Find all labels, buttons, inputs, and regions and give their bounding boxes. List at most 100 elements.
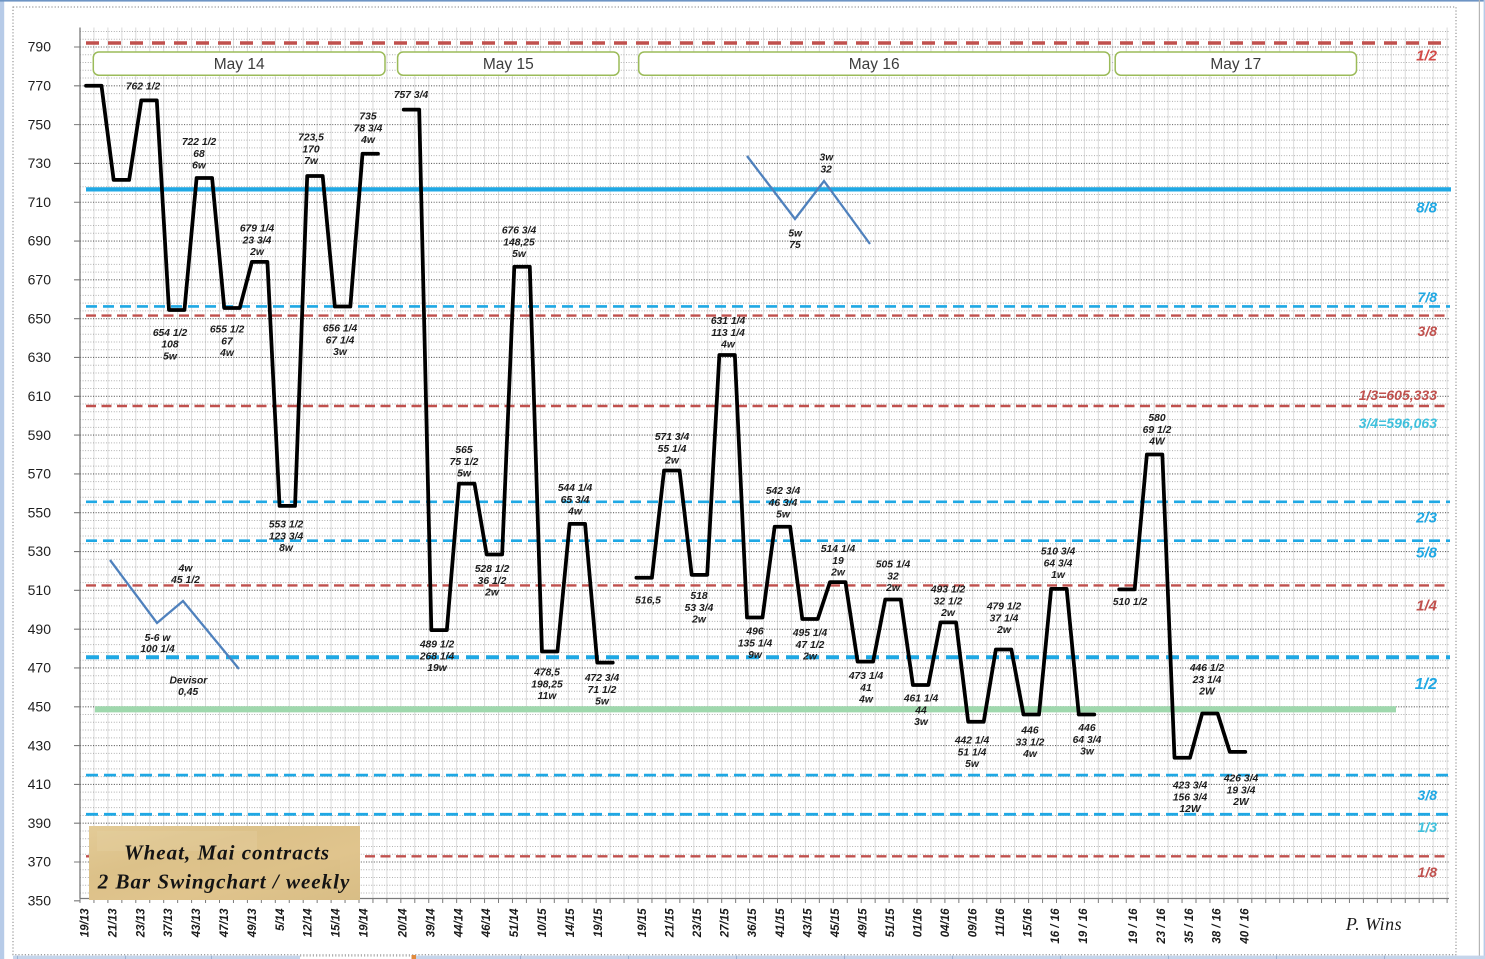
svg-text:2/3: 2/3 (1415, 509, 1438, 526)
svg-text:514 1/4: 514 1/4 (821, 544, 856, 555)
svg-text:570: 570 (28, 466, 52, 482)
svg-text:670: 670 (28, 272, 52, 288)
svg-text:23 / 16: 23 / 16 (1156, 908, 1168, 945)
svg-text:528 1/2: 528 1/2 (475, 564, 510, 575)
svg-text:450: 450 (28, 699, 52, 715)
svg-text:46/14: 46/14 (481, 908, 493, 938)
svg-text:4w: 4w (360, 135, 376, 146)
svg-text:23/13: 23/13 (135, 908, 147, 938)
svg-text:2w: 2w (249, 247, 265, 258)
svg-text:3w: 3w (1080, 747, 1095, 758)
svg-text:518: 518 (690, 591, 707, 602)
svg-text:790: 790 (28, 39, 52, 55)
svg-text:P. Wins: P. Wins (1345, 914, 1402, 934)
svg-text:478,5: 478,5 (533, 668, 560, 679)
svg-text:654 1/2: 654 1/2 (153, 328, 188, 339)
svg-text:553 1/2: 553 1/2 (269, 520, 304, 531)
svg-text:64 3/4: 64 3/4 (1073, 735, 1102, 746)
svg-text:350: 350 (28, 893, 52, 909)
svg-text:505 1/4: 505 1/4 (876, 560, 911, 571)
svg-text:Wheat, Mai contracts: Wheat, Mai contracts (124, 841, 330, 865)
svg-text:7w: 7w (304, 156, 319, 167)
svg-text:730: 730 (28, 155, 52, 171)
svg-text:75 1/2: 75 1/2 (450, 457, 479, 468)
svg-text:1/4: 1/4 (1416, 597, 1438, 614)
svg-text:590: 590 (28, 427, 52, 443)
svg-text:78 3/4: 78 3/4 (354, 123, 383, 134)
svg-text:770: 770 (28, 78, 52, 94)
svg-text:690: 690 (28, 233, 52, 249)
svg-text:49/13: 49/13 (247, 908, 259, 938)
svg-text:47 1/2: 47 1/2 (795, 640, 825, 651)
svg-text:01/16: 01/16 (913, 908, 925, 937)
svg-text:36/15: 36/15 (747, 908, 759, 937)
svg-text:473 1/4: 473 1/4 (848, 671, 884, 682)
svg-text:68: 68 (193, 149, 205, 160)
svg-text:51/14: 51/14 (509, 908, 521, 937)
svg-text:9w: 9w (748, 650, 763, 661)
svg-text:10/15: 10/15 (537, 908, 549, 937)
svg-text:2w: 2w (830, 568, 846, 579)
svg-text:446: 446 (1020, 726, 1038, 737)
svg-text:5w: 5w (163, 352, 178, 363)
svg-text:4w: 4w (567, 507, 583, 518)
svg-text:370: 370 (28, 854, 52, 870)
svg-text:4w: 4w (219, 348, 235, 359)
svg-text:19/13: 19/13 (80, 908, 92, 937)
svg-text:113 1/4: 113 1/4 (711, 328, 745, 339)
svg-text:762 1/2: 762 1/2 (126, 82, 161, 93)
svg-text:4w: 4w (1022, 749, 1038, 760)
svg-text:198,25: 198,25 (531, 679, 563, 690)
svg-text:710: 710 (28, 194, 52, 210)
svg-text:11w: 11w (538, 691, 558, 702)
svg-text:493 1/2: 493 1/2 (930, 585, 966, 596)
svg-text:510 3/4: 510 3/4 (1041, 547, 1076, 558)
svg-text:5w: 5w (788, 228, 803, 239)
svg-text:580: 580 (1148, 413, 1165, 424)
svg-text:8w: 8w (279, 543, 294, 554)
svg-text:1/2: 1/2 (1415, 676, 1437, 693)
svg-text:39/14: 39/14 (425, 908, 437, 937)
svg-text:5w: 5w (595, 697, 610, 708)
svg-text:4w: 4w (720, 340, 736, 351)
svg-text:23 1/4: 23 1/4 (1192, 675, 1222, 686)
svg-text:2w: 2w (885, 583, 901, 594)
svg-text:510 1/2: 510 1/2 (1113, 597, 1148, 608)
svg-text:23 3/4: 23 3/4 (242, 235, 272, 246)
svg-text:7/8: 7/8 (1418, 289, 1438, 305)
svg-text:15/14: 15/14 (331, 908, 343, 937)
svg-text:38 / 16: 38 / 16 (1212, 908, 1224, 944)
svg-text:45/15: 45/15 (830, 908, 842, 938)
svg-text:12W: 12W (1179, 804, 1201, 815)
svg-text:1/3=605,333: 1/3=605,333 (1359, 387, 1437, 403)
svg-text:2w: 2w (484, 588, 500, 599)
svg-text:410: 410 (28, 776, 52, 792)
svg-text:May 14: May 14 (214, 56, 265, 73)
svg-text:630: 630 (28, 349, 52, 365)
svg-text:19 3/4: 19 3/4 (1227, 785, 1256, 796)
svg-text:679 1/4: 679 1/4 (240, 224, 275, 235)
svg-text:676 3/4: 676 3/4 (502, 226, 537, 237)
svg-text:04/16: 04/16 (940, 908, 952, 937)
svg-text:3/8: 3/8 (1418, 787, 1438, 803)
svg-text:49/15: 49/15 (857, 908, 869, 938)
svg-text:489 1/2: 489 1/2 (419, 640, 455, 651)
svg-text:5w: 5w (457, 469, 472, 480)
svg-text:27/15: 27/15 (720, 908, 732, 938)
svg-text:47/13: 47/13 (219, 908, 231, 938)
svg-text:14/15: 14/15 (565, 908, 577, 937)
svg-text:610: 610 (28, 388, 52, 404)
svg-text:495 1/4: 495 1/4 (792, 628, 828, 639)
svg-text:5-6 w: 5-6 w (145, 633, 172, 644)
svg-text:19/15: 19/15 (593, 908, 605, 937)
svg-text:71 1/2: 71 1/2 (588, 685, 617, 696)
svg-text:5w: 5w (776, 510, 791, 521)
svg-text:75: 75 (789, 240, 801, 251)
svg-text:3w: 3w (820, 152, 835, 163)
svg-text:550: 550 (28, 504, 52, 520)
svg-text:530: 530 (28, 543, 52, 559)
svg-text:May 15: May 15 (483, 56, 534, 73)
svg-text:1/2: 1/2 (1416, 47, 1438, 64)
svg-text:19w: 19w (427, 663, 447, 674)
svg-text:656 1/4: 656 1/4 (323, 324, 358, 335)
